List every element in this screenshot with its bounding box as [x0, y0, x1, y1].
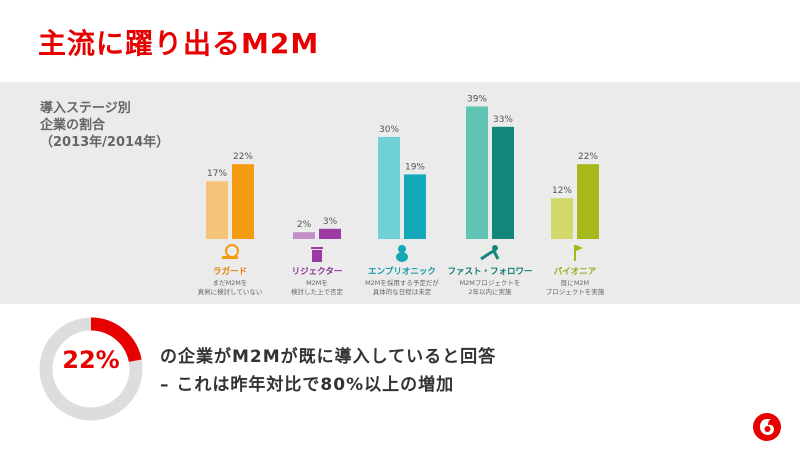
- bar-2014-1: [319, 228, 341, 239]
- category-label: パイオニア: [554, 266, 597, 277]
- category-label: ファスト・フォロワー: [447, 267, 532, 277]
- bar-2014-3: [492, 126, 514, 239]
- brand-logo-icon: [753, 413, 781, 441]
- data-label: 30%: [379, 125, 399, 135]
- data-label: 39%: [467, 94, 487, 104]
- trash-can-icon: [311, 247, 323, 262]
- bar-2014-0: [232, 164, 254, 239]
- bar-2013-3: [466, 106, 488, 240]
- data-label: 22%: [578, 152, 598, 162]
- data-label: 22%: [233, 152, 253, 162]
- percentage-ring: [39, 317, 143, 421]
- chart-side-label: 導入ステージ別 企業の割合 （2013年/2014年）: [40, 101, 170, 150]
- category-label: リジェクター: [292, 266, 343, 277]
- snail-icon: [222, 244, 239, 259]
- category-description: M2Mプロジェクトを 2年以内に実施: [460, 279, 521, 296]
- slide-title: 主流に躍り出るM2M: [38, 27, 320, 60]
- data-label: 2%: [297, 220, 312, 230]
- category-label: ラガード: [213, 266, 247, 277]
- flag-climber-icon: [574, 245, 583, 261]
- ring-value: 22%: [62, 346, 120, 374]
- runner-icon: [480, 245, 500, 261]
- data-label: 33%: [493, 115, 513, 125]
- bar-2013-4: [551, 198, 573, 239]
- category-description: M2Mを検討した上で否定: [291, 279, 344, 296]
- baby-icon: [396, 245, 408, 262]
- bar-2013-2: [378, 137, 400, 239]
- statement-line-1: の企業がM2Mが既に導入していると回答: [160, 347, 497, 367]
- data-label: 12%: [552, 186, 572, 196]
- category-description: 既にM2M プロジェクトを実施: [546, 279, 605, 296]
- ring-progress: [39, 317, 143, 421]
- bar-2013-0: [206, 181, 228, 239]
- data-label: 3%: [323, 217, 338, 227]
- category-description: まだM2Mを真剣に検討していない: [198, 279, 263, 296]
- bar-2014-2: [404, 174, 426, 239]
- category-description: M2Mを採用する予定だが具体的な日程は未定: [365, 278, 439, 296]
- data-label: 19%: [405, 162, 425, 172]
- statement-line-2: – これは昨年対比で80%以上の増加: [160, 375, 455, 395]
- data-label: 17%: [207, 169, 227, 179]
- bar-2014-4: [577, 164, 599, 239]
- category-label: エンプリオニック: [368, 266, 436, 277]
- bar-2013-1: [293, 232, 315, 239]
